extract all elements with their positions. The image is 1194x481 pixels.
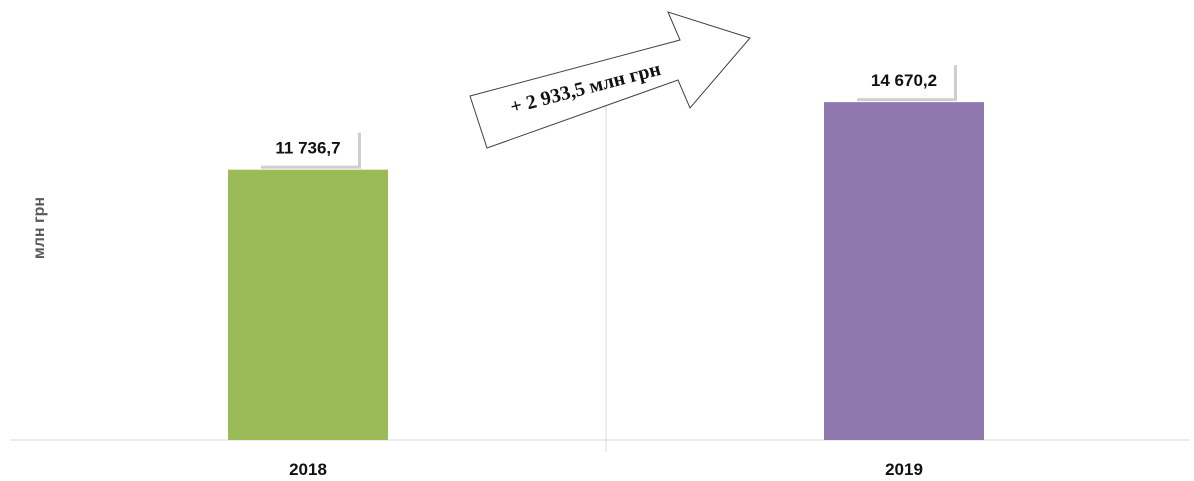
bar-2019 bbox=[824, 102, 984, 441]
x-tick-label-2018: 2018 bbox=[289, 460, 327, 479]
growth-arrow: + 2 933,5 млн грн bbox=[469, 11, 751, 149]
data-label-2019: 14 670,2 bbox=[871, 71, 937, 90]
data-label-2018: 11 736,7 bbox=[275, 139, 340, 158]
data-labels-group: 11 736,7 14 670,2 bbox=[258, 62, 957, 169]
x-tick-label-2019: 2019 bbox=[885, 460, 923, 479]
data-label-box bbox=[258, 129, 358, 166]
x-tick-labels-group: 2018 2019 bbox=[289, 460, 923, 479]
data-label-box bbox=[854, 62, 954, 99]
bars-group bbox=[228, 102, 984, 441]
y-axis-label: млн грн bbox=[31, 197, 48, 259]
bar-2018 bbox=[228, 169, 388, 440]
